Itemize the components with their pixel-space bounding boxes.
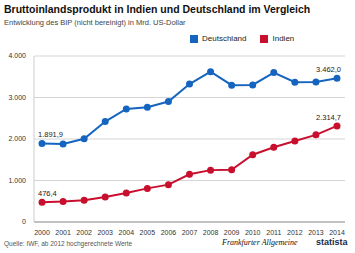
svg-text:2009: 2009	[224, 229, 240, 236]
svg-text:2012: 2012	[287, 229, 303, 236]
html-text:Bruttoinlandsprodukt in Indien: Bruttoinlandsprodukt in Indien und Deuts…	[4, 3, 311, 15]
svg-text:0: 0	[22, 218, 26, 225]
svg-text:3.000: 3.000	[8, 94, 26, 101]
svg-text:1.891,9: 1.891,9	[38, 130, 63, 139]
svg-text:2004: 2004	[118, 229, 134, 236]
html-text:Frankfurter Allgemeine: Frankfurter Allgemeine	[222, 238, 298, 247]
svg-text:2000: 2000	[34, 229, 50, 236]
svg-text:2013: 2013	[308, 229, 324, 236]
html-text:Quelle: IWF, ab 2012 hochgerec: Quelle: IWF, ab 2012 hochgerechnete Wert…	[4, 240, 133, 247]
html-text:Entwicklung des BIP (nicht ber: Entwicklung des BIP (nicht bereinigt) in…	[4, 18, 186, 27]
svg-text:2014: 2014	[329, 229, 345, 236]
svg-text:2010: 2010	[245, 229, 261, 236]
html-text:statista: statista	[316, 237, 348, 247]
svg-text:2005: 2005	[140, 229, 156, 236]
svg-text:3.462,0: 3.462,0	[316, 65, 341, 74]
svg-text:2006: 2006	[161, 229, 177, 236]
html-text:Deutschland: Deutschland	[202, 34, 247, 43]
svg-text:2007: 2007	[182, 229, 198, 236]
svg-text:2008: 2008	[203, 229, 219, 236]
html-text:Indien: Indien	[272, 34, 295, 43]
svg-text:2003: 2003	[97, 229, 113, 236]
svg-text:476,4: 476,4	[38, 189, 57, 198]
svg-text:2001: 2001	[55, 229, 71, 236]
svg-text:2002: 2002	[76, 229, 92, 236]
svg-text:2011: 2011	[266, 229, 281, 236]
svg-text:2.000: 2.000	[8, 135, 26, 142]
svg-text:4.000: 4.000	[8, 52, 26, 59]
svg-text:1.000: 1.000	[8, 177, 26, 184]
svg-text:2.314,7: 2.314,7	[316, 113, 341, 122]
